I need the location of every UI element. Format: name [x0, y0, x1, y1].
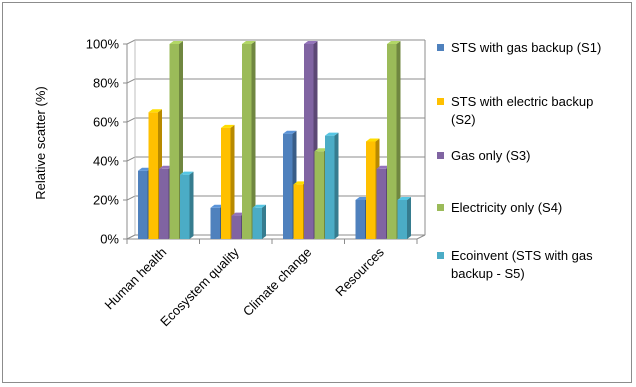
bar-top [231, 212, 245, 216]
bar-top [304, 41, 318, 44]
legend-item: Ecoinvent (STS with gas backup - S5) [437, 248, 593, 281]
bar-side [251, 41, 256, 239]
bar-face [221, 127, 231, 239]
bar-face [355, 200, 365, 239]
bar-top [283, 130, 297, 134]
legend-item: STS with electric backup (S2) [437, 94, 593, 127]
x-tick-label: Climate change [240, 245, 314, 319]
x-tick-label: Human health [102, 245, 170, 313]
legend-label: STS with gas backup (S1) [451, 40, 601, 55]
bar-face [314, 151, 324, 239]
bar-top [210, 204, 224, 208]
legend-item: STS with gas backup (S1) [437, 40, 601, 55]
legend-item: Gas only (S3) [437, 148, 530, 163]
bar-face [180, 174, 190, 239]
legend-swatch [437, 252, 444, 259]
bar-top [366, 138, 380, 142]
y-axis-title: Relative scatter (%) [33, 86, 48, 199]
y-tick-label: 100% [86, 37, 120, 52]
bar-face [376, 168, 386, 239]
legend-swatch [437, 44, 444, 51]
bar-top [376, 165, 390, 169]
legend-label: STS with electric backup (S2) [451, 94, 593, 127]
legend-swatch [437, 204, 444, 211]
bar-top [242, 41, 256, 44]
legend-swatch [437, 98, 444, 105]
legend-label-line: Electricity only (S4) [451, 200, 562, 215]
bar-top [293, 181, 307, 185]
y-tick-label: 20% [93, 193, 119, 208]
bar [325, 132, 339, 239]
y-ticks: 0% 20% 40% 60% 80% 100% [86, 37, 120, 247]
legend-label-line: (S2) [451, 112, 476, 127]
chart-frame: 0% 20% 40% 60% 80% 100% Human health Ecosystem… [2, 2, 632, 383]
legend-label: Gas only (S3) [451, 148, 530, 163]
bar-side [230, 124, 235, 239]
bar [252, 204, 266, 239]
bar-face [159, 168, 169, 239]
bar-side [396, 41, 401, 239]
legend-label-line: Gas only (S3) [451, 148, 530, 163]
bar-face [148, 112, 158, 239]
bar-top [148, 109, 162, 113]
bar [397, 197, 411, 239]
bar-face [387, 44, 397, 239]
bar-side [407, 197, 411, 239]
legend-label: Ecoinvent (STS with gas backup - S5) [451, 248, 593, 281]
bar-face [252, 207, 262, 239]
bar-top [159, 165, 173, 169]
x-tick-label: Ecosystem quality [157, 244, 242, 329]
bar [221, 124, 235, 239]
bar-top [355, 197, 369, 200]
chart-walls [123, 40, 426, 244]
bar-top [180, 171, 194, 175]
bar [180, 171, 194, 239]
bar-top [138, 167, 152, 171]
legend-label-line: STS with gas backup (S1) [451, 40, 601, 55]
bar-face [325, 135, 335, 239]
bar-face [366, 141, 376, 239]
bar-top [314, 148, 328, 152]
bar-face [283, 133, 293, 239]
legend-label: Electricity only (S4) [451, 200, 562, 215]
y-tick-label: 0% [100, 232, 119, 247]
bar-top [169, 41, 183, 44]
y-tick-label: 40% [93, 154, 119, 169]
x-tick-label: Resources [332, 244, 387, 299]
bar-face [231, 215, 241, 239]
legend: STS with gas backup (S1) STS with electri… [437, 40, 601, 281]
bar-side [262, 204, 266, 239]
bar-chart: 0% 20% 40% 60% 80% 100% Human healthEcosystem… [33, 37, 601, 330]
bar-face [210, 207, 220, 239]
bar [242, 41, 256, 239]
bar-face [138, 170, 148, 239]
bar-face [397, 200, 407, 239]
y-tick-label: 80% [93, 76, 119, 91]
legend-label-line: STS with electric backup [451, 94, 593, 109]
bar-top [397, 197, 411, 200]
bar [387, 41, 401, 239]
y-tick-label: 60% [93, 115, 119, 130]
bar-face [304, 44, 314, 239]
bar-top [325, 132, 339, 136]
bar-top [252, 204, 266, 208]
bar-top [387, 41, 401, 44]
legend-item: Electricity only (S4) [437, 200, 562, 215]
bar-top [221, 124, 235, 128]
bar-face [242, 44, 252, 239]
legend-label-line: Ecoinvent (STS with gas [451, 248, 593, 263]
legend-label-line: backup - S5) [451, 266, 525, 281]
bar-side [189, 171, 194, 239]
legend-swatch [437, 152, 444, 159]
bar-face [293, 184, 303, 239]
bar-face [169, 44, 179, 239]
bars-layer [138, 41, 411, 239]
bar-side [334, 132, 339, 239]
